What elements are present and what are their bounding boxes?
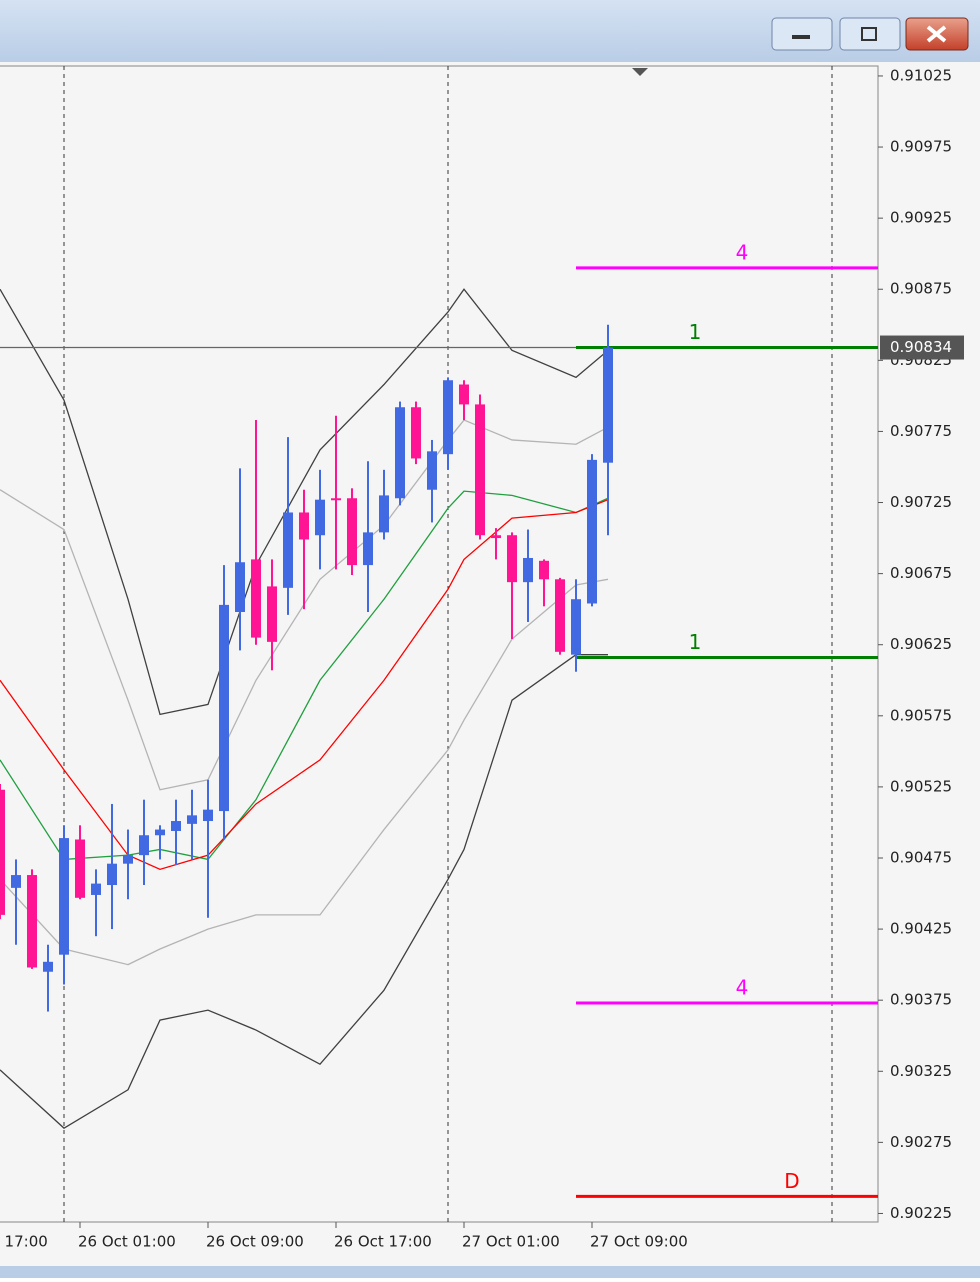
- candle-body: [267, 586, 277, 642]
- candle-body: [539, 560, 549, 580]
- y-tick-label: 0.90475: [890, 848, 952, 866]
- level-label: 1: [689, 320, 702, 344]
- x-tick-label: 26 Oct 01:00: [78, 1233, 176, 1251]
- candle-body: [27, 875, 37, 968]
- candle-body: [459, 384, 469, 405]
- candle-body: [555, 579, 565, 652]
- y-tick-label: 0.90625: [890, 635, 952, 653]
- candle-body: [251, 559, 261, 638]
- y-tick-label: 0.90725: [890, 493, 952, 511]
- indicator-line: [0, 654, 608, 1129]
- candle-body: [123, 855, 133, 864]
- candle-body: [491, 535, 501, 539]
- candle-body: [203, 809, 213, 822]
- level-label: 1: [689, 630, 702, 654]
- candle-body: [347, 498, 357, 566]
- level-label: 4: [736, 240, 749, 264]
- y-tick-label: 0.90525: [890, 777, 952, 795]
- y-tick-label: 0.90575: [890, 706, 952, 724]
- x-tick-label: 25 Oct 17:00: [0, 1233, 48, 1251]
- plot-border: [0, 65, 879, 1223]
- candle-body: [507, 535, 517, 583]
- candle-body: [75, 839, 85, 898]
- level-label: D: [784, 1169, 799, 1193]
- level-label: 4: [736, 976, 749, 1000]
- minimize-button[interactable]: [771, 17, 833, 51]
- candle-body: [379, 495, 389, 533]
- candle-body: [331, 498, 341, 501]
- candle-body: [235, 562, 245, 613]
- plot: 4 1 1 4 D: [0, 66, 878, 1222]
- candle-body: [43, 961, 53, 972]
- close-button[interactable]: [905, 17, 969, 51]
- x-tick-label: 27 Oct 09:00: [590, 1233, 688, 1251]
- candle-body: [443, 380, 453, 455]
- candle-body: [107, 863, 117, 886]
- candle-body: [427, 451, 437, 490]
- y-tick-label: 0.90425: [890, 920, 952, 938]
- candle-body: [587, 459, 597, 604]
- y-tick-label: 0.90775: [890, 422, 952, 440]
- candle-body: [139, 835, 149, 856]
- y-tick-label: 0.90275: [890, 1133, 952, 1151]
- candle-body: [603, 347, 613, 463]
- candle-body: [523, 557, 533, 583]
- candle-body: [59, 838, 69, 955]
- maximize-button[interactable]: [839, 17, 901, 51]
- candle-body: [395, 407, 405, 499]
- candle-body: [187, 815, 197, 824]
- y-tick-label: 0.90925: [890, 209, 952, 227]
- candle-body: [91, 883, 101, 895]
- y-tick-label: 0.90975: [890, 138, 952, 156]
- candle-body: [0, 789, 5, 915]
- candle-body: [171, 821, 181, 831]
- x-tick-label: 26 Oct 09:00: [206, 1233, 304, 1251]
- y-tick-label: 0.90375: [890, 991, 952, 1009]
- candle-body: [411, 407, 421, 459]
- x-tick-label: 27 Oct 01:00: [462, 1233, 560, 1251]
- x-tick-label: 26 Oct 17:00: [334, 1233, 432, 1251]
- y-tick-label: 0.91025: [890, 66, 952, 84]
- indicator-line: [0, 288, 609, 716]
- candle-body: [571, 599, 581, 655]
- price-label: 0.90834: [890, 338, 952, 356]
- candle-body: [283, 512, 293, 588]
- candle-body: [315, 499, 325, 536]
- title-bar: [0, 0, 980, 62]
- candle-body: [475, 404, 485, 536]
- candle-body: [219, 604, 229, 812]
- candle-body: [11, 875, 21, 888]
- y-tick-label: 0.90675: [890, 564, 952, 582]
- shift-marker: [632, 68, 648, 76]
- candle-body: [155, 829, 165, 836]
- candle-body: [363, 532, 373, 566]
- y-tick-label: 0.90325: [890, 1062, 952, 1080]
- indicator-line: [0, 419, 609, 791]
- y-tick-label: 0.90225: [890, 1204, 952, 1222]
- candle-body: [299, 512, 309, 540]
- price-label-box: [880, 335, 964, 360]
- y-tick-label: 0.90875: [890, 280, 952, 298]
